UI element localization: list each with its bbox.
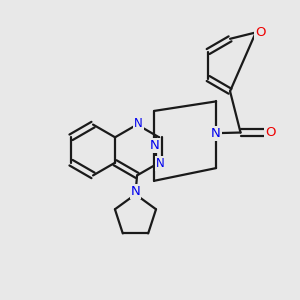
Text: N: N [130, 185, 140, 198]
Text: O: O [255, 26, 266, 39]
Text: N: N [134, 117, 143, 130]
Text: N: N [149, 140, 159, 152]
Text: O: O [266, 126, 276, 139]
Text: N: N [156, 157, 165, 170]
Text: N: N [211, 127, 221, 140]
